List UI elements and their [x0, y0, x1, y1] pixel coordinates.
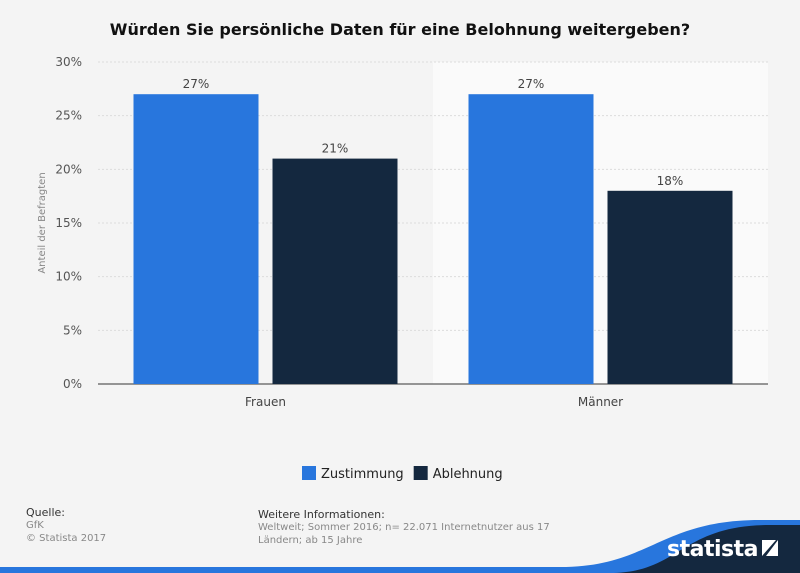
data-label: 18% — [657, 174, 684, 188]
legend-swatch — [302, 466, 316, 480]
bar-zustimmung-männer — [468, 94, 594, 384]
x-tick-label: Frauen — [245, 395, 286, 409]
info-line-1: Weltweit; Sommer 2016; n= 22.071 Interne… — [258, 522, 550, 533]
statista-logo[interactable]: statista — [667, 537, 758, 562]
data-label: 27% — [518, 77, 545, 91]
y-tick-label: 5% — [63, 323, 82, 337]
data-label: 27% — [183, 77, 210, 91]
y-tick-label: 30% — [55, 55, 82, 69]
logo-background — [610, 525, 800, 573]
statista-logo-icon — [762, 540, 778, 556]
legend-label: Zustimmung — [321, 467, 404, 482]
bar-zustimmung-frauen — [133, 94, 259, 384]
source-block: Quelle: GfK © Statista 2017 — [26, 506, 106, 545]
source-heading: Quelle: — [26, 506, 65, 519]
data-label: 21% — [322, 142, 349, 156]
y-tick-label: 10% — [55, 270, 82, 284]
info-block: Weitere Informationen: Weltweit; Sommer … — [258, 508, 550, 547]
y-tick-label: 25% — [55, 109, 82, 123]
y-tick-label: 15% — [55, 216, 82, 230]
info-heading: Weitere Informationen: — [258, 508, 385, 521]
x-tick-label: Männer — [578, 395, 623, 409]
y-tick-label: 0% — [63, 377, 82, 391]
legend-label: Ablehnung — [433, 467, 503, 482]
y-tick-label: 20% — [55, 162, 82, 176]
legend-swatch — [413, 466, 428, 480]
info-line-2: Ländern; ab 15 Jahre — [258, 535, 363, 546]
y-axis-label: Anteil der Befragten — [37, 172, 48, 273]
copyright-text: © Statista 2017 — [26, 533, 107, 544]
bar-ablehnung-männer — [607, 190, 733, 384]
bar-ablehnung-frauen — [272, 158, 398, 384]
source-text: GfK — [26, 520, 44, 531]
chart-title: Würden Sie persönliche Daten für eine Be… — [109, 20, 691, 39]
